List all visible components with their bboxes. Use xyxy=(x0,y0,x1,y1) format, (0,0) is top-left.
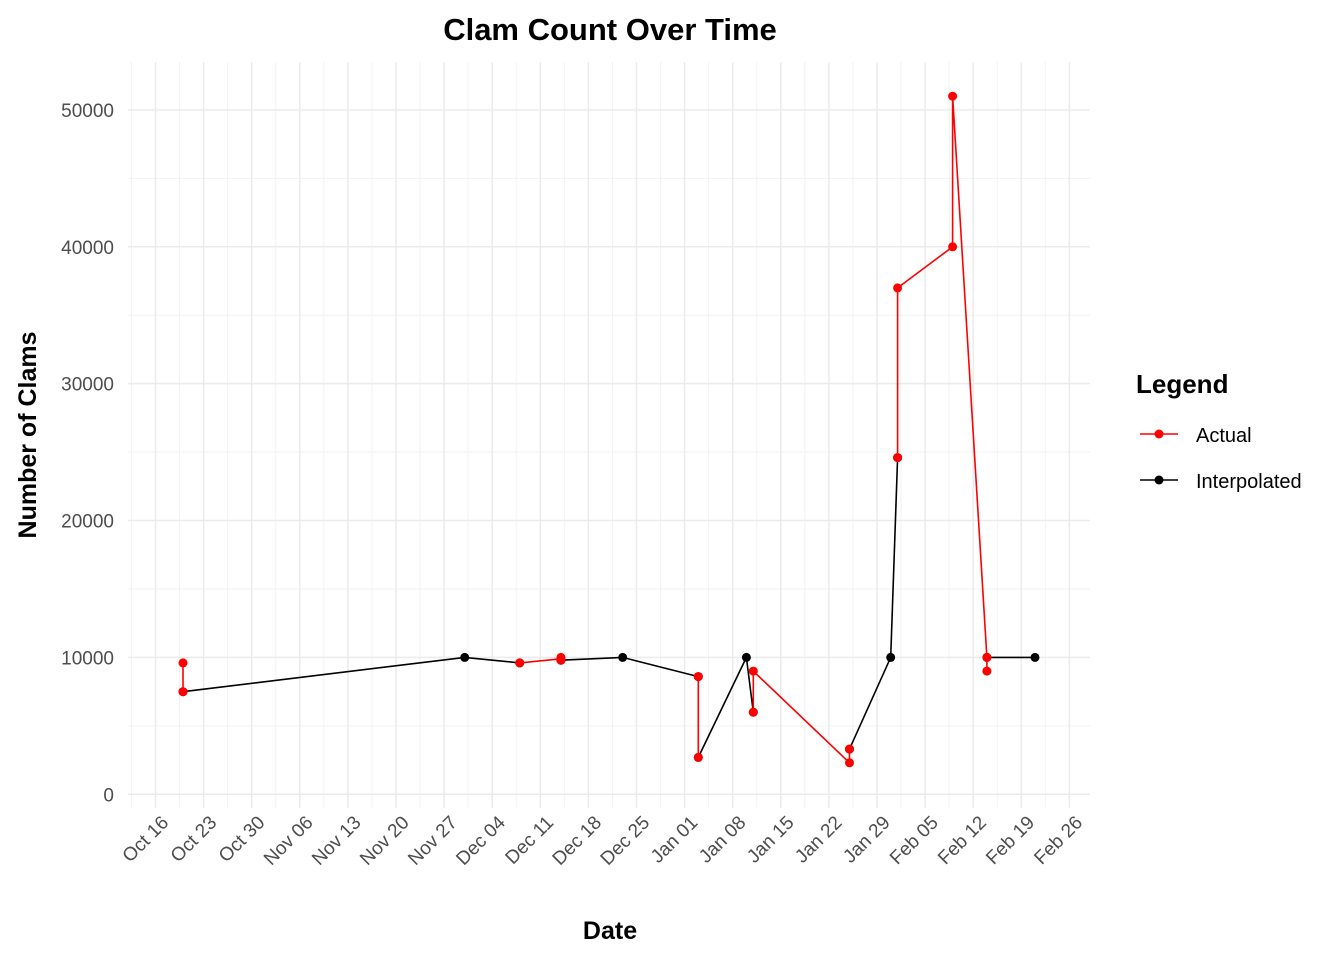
x-tick-label: Feb 26 xyxy=(1030,812,1087,869)
y-tick-label: 20000 xyxy=(61,512,114,533)
interpolated-line xyxy=(182,656,520,693)
interpolated-line xyxy=(848,457,899,750)
x-tick-label: Oct 23 xyxy=(167,812,221,866)
legend-key-point xyxy=(1154,475,1164,485)
y-tick-label: 40000 xyxy=(61,238,114,259)
actual-point xyxy=(515,658,525,668)
actual-point xyxy=(178,658,188,668)
x-tick-label: Dec 04 xyxy=(452,812,510,870)
legend-title: Legend xyxy=(1136,369,1228,399)
interpolated-point xyxy=(886,652,896,662)
actual-point xyxy=(845,744,854,754)
y-tick-label: 10000 xyxy=(61,648,114,669)
y-axis-ticks: 0 10000 20000 30000 40000 50000 xyxy=(61,101,114,806)
chart-title: Clam Count Over Time xyxy=(443,12,777,47)
interpolated-point xyxy=(1030,652,1040,662)
actual-line xyxy=(752,670,851,764)
interpolated-line xyxy=(697,656,755,758)
x-tick-label: Feb 12 xyxy=(934,812,991,869)
actual-point xyxy=(893,453,903,463)
actual-point xyxy=(693,752,703,762)
actual-point xyxy=(556,655,566,665)
interpolated-point xyxy=(741,652,751,662)
x-tick-label: Nov 27 xyxy=(404,812,461,869)
actual-point xyxy=(693,672,703,682)
x-tick-label: Dec 18 xyxy=(549,812,606,869)
legend-label: Interpolated xyxy=(1196,471,1302,493)
series-interpolated xyxy=(178,453,1040,762)
x-tick-label: Nov 06 xyxy=(260,812,317,869)
series-actual xyxy=(178,91,992,768)
y-tick-label: 30000 xyxy=(61,375,114,396)
actual-point xyxy=(982,652,992,662)
x-tick-label: Jan 08 xyxy=(695,812,750,867)
x-tick-label: Feb 05 xyxy=(886,812,943,869)
actual-point xyxy=(748,666,758,676)
x-axis-title: Date xyxy=(583,917,637,945)
x-tick-label: Jan 15 xyxy=(743,812,798,867)
actual-point xyxy=(748,707,758,717)
x-tick-label: Nov 13 xyxy=(308,812,365,869)
x-tick-label: Nov 20 xyxy=(356,812,413,869)
grid-minor xyxy=(128,62,1090,808)
legend-items: Actual Interpolated xyxy=(1140,425,1302,493)
actual-point xyxy=(845,758,854,768)
legend-label: Actual xyxy=(1196,425,1252,447)
actual-point xyxy=(982,666,992,676)
legend-key-point xyxy=(1154,429,1164,439)
y-tick-label: 0 xyxy=(103,785,114,806)
interpolated-point xyxy=(460,652,470,662)
legend: Legend Actual Interpolated xyxy=(1136,369,1302,493)
series-layer xyxy=(178,91,1040,768)
actual-point xyxy=(948,91,958,101)
x-tick-label: Jan 22 xyxy=(791,812,846,867)
interpolated-line xyxy=(560,656,699,678)
x-tick-label: Dec 25 xyxy=(597,812,654,869)
x-tick-label: Jan 29 xyxy=(839,812,894,867)
legend-item-actual: Actual xyxy=(1140,425,1252,447)
legend-item-interpolated: Interpolated xyxy=(1140,471,1302,493)
x-tick-label: Jan 01 xyxy=(647,812,702,867)
x-tick-label: Oct 16 xyxy=(119,812,173,866)
x-tick-label: Feb 19 xyxy=(982,812,1039,869)
interpolated-point xyxy=(618,652,628,662)
grid-major xyxy=(128,62,1090,808)
actual-point xyxy=(893,283,903,293)
y-axis-title: Number of Clams xyxy=(14,332,42,539)
actual-point xyxy=(178,687,188,697)
x-tick-label: Dec 11 xyxy=(502,812,558,868)
y-tick-label: 50000 xyxy=(61,101,114,122)
actual-point xyxy=(948,242,958,252)
x-tick-label: Oct 30 xyxy=(215,812,269,866)
